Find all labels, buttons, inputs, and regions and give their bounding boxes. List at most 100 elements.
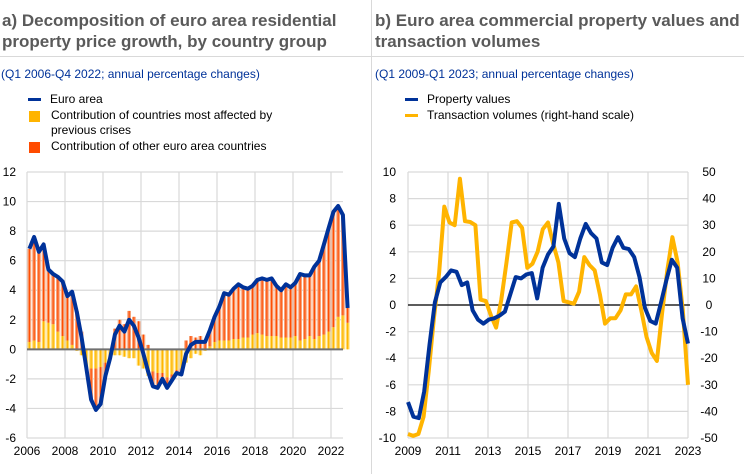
bar-other-contribution-core xyxy=(309,275,311,337)
panel-a-subtitle: (Q1 2006-Q4 2022; annual percentage chan… xyxy=(1,67,260,81)
line-property-values xyxy=(406,201,690,421)
bar-other-contribution-core xyxy=(204,340,206,350)
legend-label-line2: previous crises xyxy=(51,123,132,137)
legend-item-crisis-countries: Contribution of countries most affected … xyxy=(28,108,272,138)
bar-crisis-contribution-core xyxy=(266,336,268,350)
bar-crisis-contribution-core xyxy=(81,349,83,356)
bar-other-contribution-core xyxy=(242,287,244,338)
panel-b-subtitle: (Q1 2009-Q1 2023; annual percentage chan… xyxy=(375,67,634,81)
bar-other-contribution-core xyxy=(256,279,258,334)
bar-crisis-contribution-core xyxy=(71,344,73,350)
bar-other-contribution-core xyxy=(328,228,330,332)
bar-other-contribution-core xyxy=(223,293,225,341)
bar-crisis-contribution-core xyxy=(328,331,330,350)
y-tick-label-left: 6 xyxy=(389,218,396,232)
legend-label: Contribution of countries most affected … xyxy=(51,108,272,138)
bar-crisis-contribution-core xyxy=(128,349,130,359)
legend-item-euro-area: Euro area xyxy=(28,92,272,107)
y-tick-label-right: -10 xyxy=(700,325,718,339)
bar-crisis-contribution-core xyxy=(256,333,258,350)
bar-other-contribution-core xyxy=(218,306,220,341)
bar-other-contribution-core xyxy=(147,344,149,350)
bar-crisis-contribution-core xyxy=(214,341,216,350)
y-tick-label: 10 xyxy=(3,195,17,209)
y-tick-label: 4 xyxy=(9,283,16,297)
bar-crisis-contribution-core xyxy=(43,321,45,350)
bar-crisis-contribution-core xyxy=(304,338,306,350)
legend-line-swatch-blue xyxy=(405,98,418,101)
bar-crisis-contribution-core xyxy=(332,327,334,350)
bar-other-contribution-core xyxy=(332,211,334,328)
bar-crisis-contribution-core xyxy=(28,341,30,350)
x-tick-label: 2011 xyxy=(435,444,461,458)
y-tick-label: 0 xyxy=(9,342,16,356)
bar-other-contribution-core xyxy=(214,316,216,342)
bar-other-contribution-core xyxy=(52,273,54,325)
panel-b-legend: Property values Transaction volumes (rig… xyxy=(405,92,634,124)
bar-other-contribution-core xyxy=(119,319,121,350)
y-tick-label-right: 50 xyxy=(702,165,716,179)
bar-other-contribution-core xyxy=(100,367,102,405)
bar-crisis-contribution-core xyxy=(280,337,282,350)
y-tick-label-right: -20 xyxy=(700,351,718,365)
bar-crisis-contribution-core xyxy=(114,349,116,356)
bar-other-contribution-core xyxy=(233,288,235,339)
panel-a: a) Decomposition of euro area residentia… xyxy=(0,0,372,474)
bar-crisis-contribution-core xyxy=(342,315,344,350)
bar-other-contribution-core xyxy=(38,251,40,342)
x-tick-label: 2009 xyxy=(395,444,422,458)
y-tick-label-left: 4 xyxy=(389,245,396,259)
bar-crisis-contribution-core xyxy=(275,336,277,350)
bar-crisis-contribution-core xyxy=(337,316,339,350)
bar-crisis-contribution-core xyxy=(180,349,182,369)
bar-crisis-contribution-core xyxy=(166,349,168,378)
legend-label-line1: Contribution of countries most affected … xyxy=(51,108,273,122)
y-tick-label: 6 xyxy=(9,254,16,268)
x-tick-label: 2008 xyxy=(52,444,79,458)
line-euro-area xyxy=(27,204,350,412)
bar-crisis-contribution-core xyxy=(233,338,235,350)
bar-crisis-contribution-core xyxy=(152,349,154,372)
y-tick-label: 12 xyxy=(3,165,17,179)
bar-other-contribution-core xyxy=(294,282,296,337)
panel-a-title-divider xyxy=(0,56,371,57)
bar-crisis-contribution-core xyxy=(313,338,315,350)
y-tick-label-left: -6 xyxy=(385,378,396,392)
bar-crisis-contribution-core xyxy=(347,322,349,350)
bar-other-contribution-core xyxy=(290,287,292,338)
legend-item-property-values: Property values xyxy=(405,92,634,107)
bar-other-contribution-core xyxy=(261,278,263,335)
y-tick-label-left: 2 xyxy=(389,271,396,285)
bar-other-contribution-core xyxy=(347,307,349,323)
y-tick-label: -4 xyxy=(5,401,16,415)
bar-other-contribution-core xyxy=(142,334,144,350)
bar-other-contribution-core xyxy=(337,205,339,317)
bar-crisis-contribution-core xyxy=(138,349,140,366)
bar-crisis-contribution-core xyxy=(247,337,249,350)
bar-other-contribution-core xyxy=(285,284,287,338)
panel-b-title: b) Euro area commercial property values … xyxy=(372,10,744,52)
panel-b-title-divider xyxy=(372,56,744,57)
y-tick-label-left: -10 xyxy=(379,431,397,445)
bar-other-contribution-core xyxy=(280,290,282,338)
bar-crisis-contribution-core xyxy=(90,349,92,369)
bar-crisis-contribution-core xyxy=(294,336,296,350)
bar-crisis-contribution-core xyxy=(199,349,201,356)
bar-crisis-contribution-core xyxy=(195,349,197,354)
y-tick-label-right: 40 xyxy=(702,192,716,206)
legend-item-other-countries: Contribution of other euro area countrie… xyxy=(28,139,272,154)
y-tick-label: 2 xyxy=(9,313,16,327)
y-tick-label-right: -50 xyxy=(700,431,718,445)
y-tick-label-right: 10 xyxy=(702,271,716,285)
bar-other-contribution-core xyxy=(275,285,277,337)
y-tick-label-right: 30 xyxy=(702,218,716,232)
bar-other-contribution-core xyxy=(318,260,320,337)
bar-other-contribution-core xyxy=(185,340,187,350)
bar-other-contribution-core xyxy=(66,296,68,341)
legend-line-swatch-blue xyxy=(28,98,41,101)
bar-other-contribution-core xyxy=(252,285,254,335)
bar-other-contribution-core xyxy=(71,291,73,345)
y-tick-label-left: 10 xyxy=(383,165,397,179)
bar-other-contribution-core xyxy=(33,237,35,341)
